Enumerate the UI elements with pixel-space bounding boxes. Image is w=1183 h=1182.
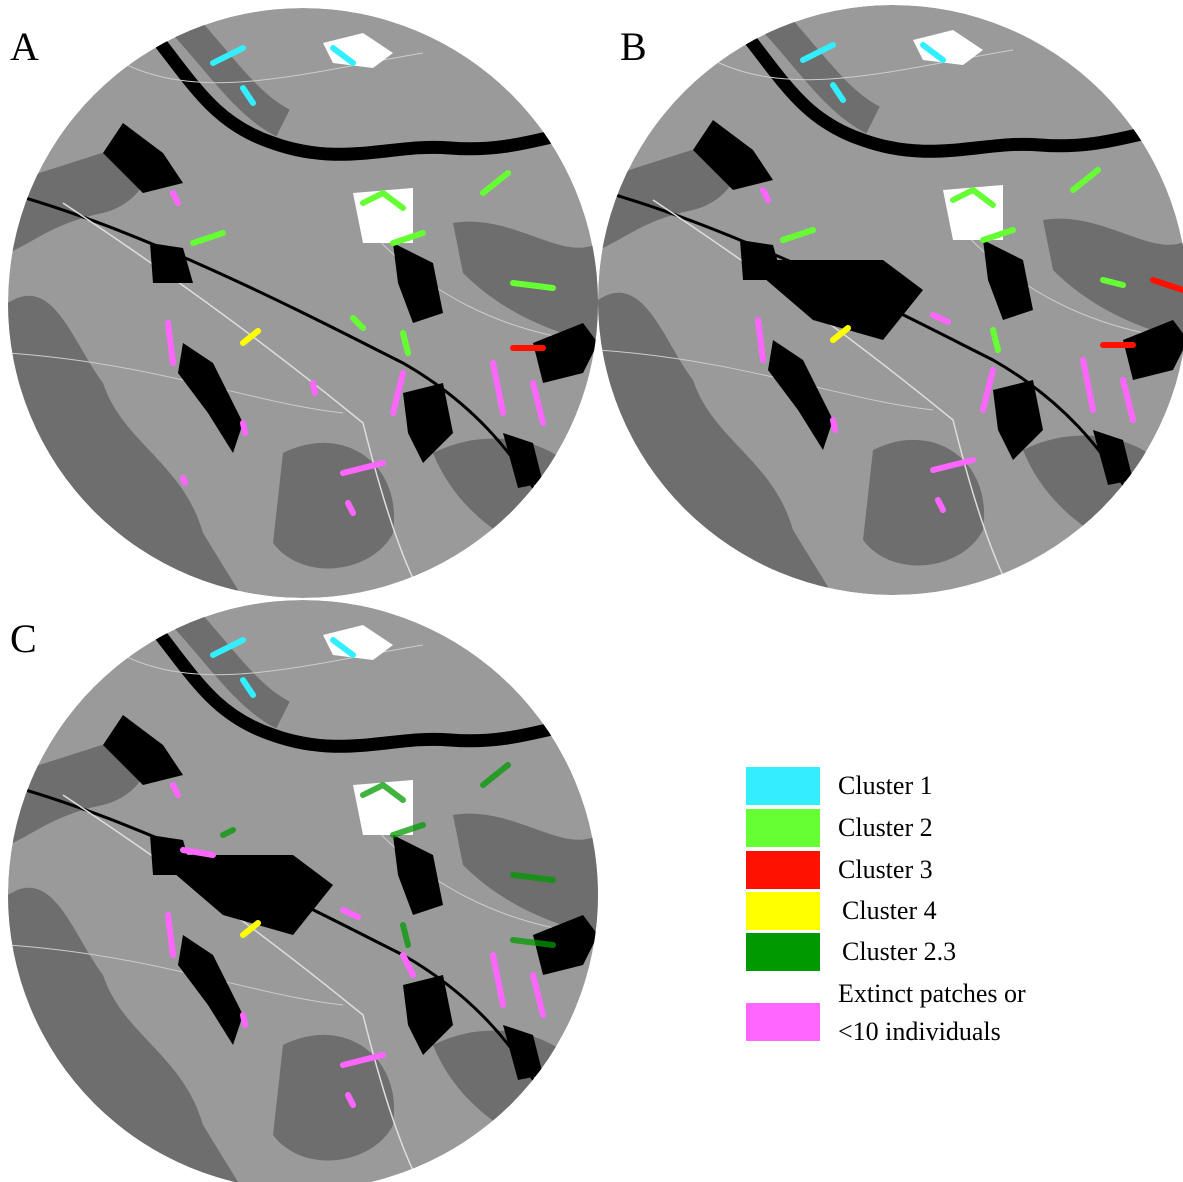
legend: Cluster 1 Cluster 2 Cluster 3 Cluster 4 Clus… [746, 767, 1026, 1046]
legend-swatch [746, 767, 820, 805]
legend-swatch [746, 809, 820, 847]
legend-swatch [746, 851, 820, 889]
legend-label: Cluster 2 [838, 813, 933, 842]
map-panel [8, 8, 598, 598]
legend-label: Cluster 4 [842, 896, 937, 925]
map-base [8, 8, 598, 598]
legend-label: <10 individuals [838, 1017, 1001, 1046]
figure: A B C Cluster 1Cluster 2Cluster 3Cluster… [0, 0, 1183, 1182]
legend-label: Cluster 1 [838, 771, 933, 800]
legend-label: Cluster 2.3 [842, 937, 956, 966]
legend-swatch [746, 1003, 820, 1041]
legend-label: Cluster 3 [838, 855, 933, 884]
legend-swatch [746, 892, 820, 930]
panel-label: B [620, 24, 647, 69]
panel-label: A [10, 24, 39, 69]
map-panel [598, 5, 1183, 595]
map-panel [8, 600, 598, 1182]
panel-label: C [10, 616, 37, 661]
legend-swatch [746, 933, 820, 971]
legend-label: Extinct patches or [838, 979, 1026, 1008]
